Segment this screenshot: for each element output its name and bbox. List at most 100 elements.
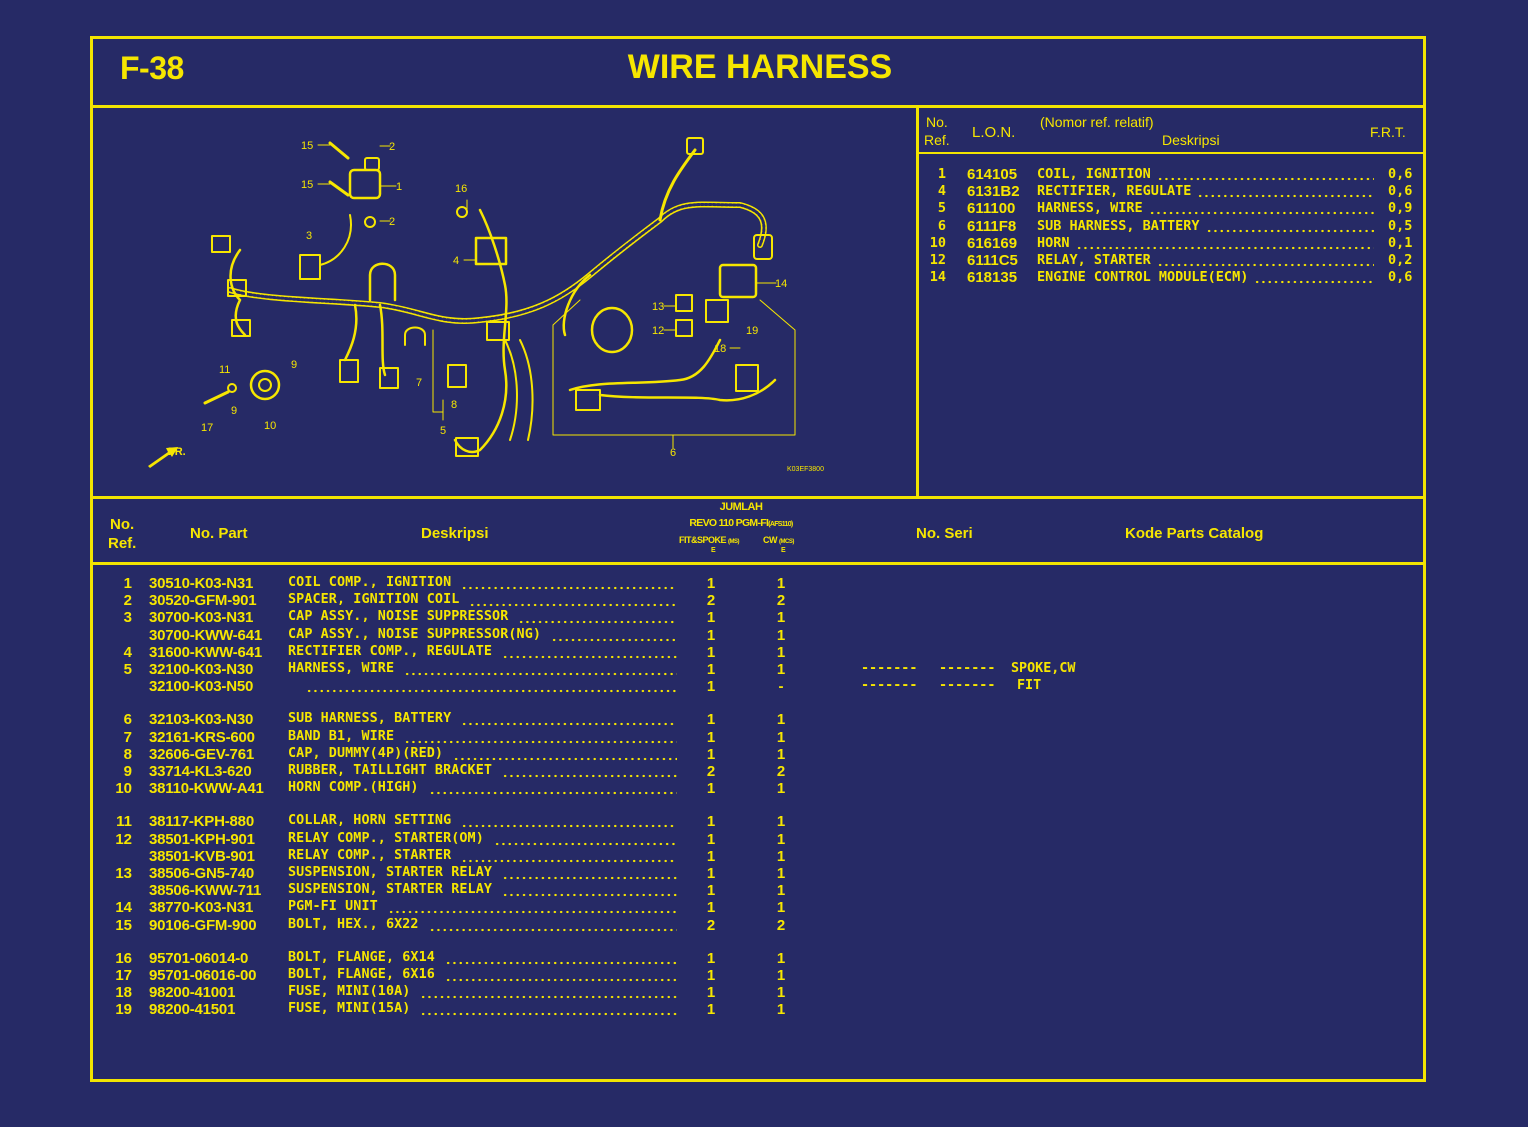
serial-from: ------- — [861, 661, 918, 676]
lon-frt: 0,6 — [1388, 269, 1413, 286]
part-desc: SPACER, IGNITION COIL — [288, 592, 460, 608]
part-desc: HARNESS, WIRE — [288, 661, 395, 676]
part-desc: RUBBER, TAILLIGHT BRACKET — [288, 763, 493, 778]
qty-fit-spoke: 1 — [706, 780, 716, 798]
part-desc: CAP ASSY., NOISE SUPPRESSOR(NG) — [288, 626, 542, 642]
dot-leader — [551, 626, 677, 643]
part-number: 38770-K03-N31 — [149, 899, 254, 917]
lon-frt: 0,9 — [1388, 200, 1413, 217]
part-number: 95701-06014-0 — [149, 949, 249, 967]
qty-cw: 1 — [776, 575, 786, 592]
lon-header-frt: F.R.T. — [1370, 124, 1406, 140]
part-desc: FUSE, MINI(10A) — [288, 984, 411, 1000]
callout-label: 12 — [652, 325, 664, 337]
part-desc-cell: BAND B1, WIRE — [288, 728, 677, 745]
part-ref: 6 — [123, 711, 132, 729]
dot-leader — [493, 830, 677, 847]
dot-leader — [518, 609, 677, 626]
dot-leader — [1075, 234, 1374, 251]
qty-fit-spoke: 1 — [706, 830, 716, 848]
callout-label: 9 — [291, 359, 297, 371]
part-desc: BAND B1, WIRE — [288, 728, 395, 744]
part-ref: 14 — [115, 899, 132, 917]
qty-cw: 1 — [776, 609, 786, 627]
part-number: 98200-41001 — [149, 984, 236, 1002]
dot-leader — [428, 780, 677, 797]
part-number: 90106-GFM-900 — [149, 916, 257, 934]
lon-row: 12 6111C5 RELAY, STARTER 0,2 — [920, 252, 1420, 269]
part-number: 30520-GFM-901 — [149, 592, 257, 610]
dot-leader — [444, 967, 677, 983]
callout-label: 3 — [306, 230, 312, 242]
lon-ref: 1 — [937, 166, 946, 182]
part-number: 38501-KVB-901 — [149, 847, 255, 865]
lon-desc-cell: HARNESS, WIRE — [1037, 200, 1374, 217]
part-desc-cell: COLLAR, HORN SETTING — [288, 813, 677, 830]
part-ref: 17 — [115, 967, 132, 984]
parts-header-ref: Ref. — [108, 535, 137, 552]
catalog-page-frame — [90, 36, 1426, 1082]
dot-leader — [1205, 217, 1374, 234]
dot-leader — [387, 899, 677, 916]
parts-row: 10 38110-KWW-A41 HORN COMP.(HIGH) 1 1 — [92, 780, 1418, 797]
callout-label: 2 — [389, 141, 395, 153]
lon-header-ref: Ref. — [924, 132, 950, 148]
lon-row: 14 618135 ENGINE CONTROL MODULE(ECM) 0,6 — [920, 269, 1420, 286]
part-desc: RECTIFIER COMP., REGULATE — [288, 643, 493, 659]
callout-label: 18 — [714, 343, 726, 355]
parts-row: 6 32103-K03-N30 SUB HARNESS, BATTERY 1 1 — [92, 711, 1418, 728]
lon-code: 6131B2 — [967, 183, 1020, 201]
qty-cw: 1 — [776, 830, 786, 848]
parts-header-catalog: Kode Parts Catalog — [1125, 525, 1264, 542]
divider — [916, 107, 919, 498]
lon-desc: SUB HARNESS, BATTERY — [1037, 217, 1200, 234]
callout-label: 15 — [301, 140, 313, 152]
part-ref: 12 — [115, 830, 132, 848]
part-desc-cell: SPACER, IGNITION COIL — [288, 592, 677, 609]
part-desc-cell — [306, 678, 677, 695]
qty-cw: 1 — [776, 661, 786, 678]
part-desc-cell: COIL COMP., IGNITION — [288, 575, 677, 591]
qty-cw: - — [778, 678, 784, 696]
callout-label: 10 — [264, 420, 276, 432]
parts-row: 18 98200-41001 FUSE, MINI(10A) 1 1 — [92, 984, 1418, 1001]
part-number: 38110-KWW-A41 — [149, 780, 264, 798]
qty-fit-spoke: 2 — [706, 763, 716, 780]
qty-fit-spoke: 2 — [706, 592, 716, 610]
qty-fit-spoke: 1 — [706, 711, 716, 729]
lon-desc-cell: ENGINE CONTROL MODULE(ECM) — [1037, 269, 1374, 286]
lon-ref: 10 — [929, 234, 946, 251]
parts-row: 30700-KWW-641 CAP ASSY., NOISE SUPPRESSO… — [92, 626, 1418, 644]
part-ref: 19 — [115, 1001, 132, 1019]
front-label: FR. — [168, 446, 186, 458]
part-desc: COLLAR, HORN SETTING — [288, 813, 452, 829]
parts-header-jumlah: JUMLAH — [719, 501, 763, 513]
catalog-code: FIT — [1017, 678, 1042, 694]
callout-label: 19 — [746, 325, 758, 337]
callout-label: 16 — [455, 183, 467, 195]
part-number: 31600-KWW-641 — [149, 643, 262, 661]
divider — [90, 105, 1426, 108]
part-desc: SUB HARNESS, BATTERY — [288, 711, 452, 727]
lon-desc-cell: HORN — [1037, 234, 1374, 251]
part-number: 95701-06016-00 — [149, 967, 257, 984]
part-number: 33714-KL3-620 — [149, 763, 252, 780]
part-ref: 5 — [123, 661, 132, 678]
part-number: 32606-GEV-761 — [149, 745, 254, 763]
callout-label: 15 — [301, 179, 313, 191]
qty-fit-spoke: 1 — [706, 661, 716, 678]
parts-row: 9 33714-KL3-620 RUBBER, TAILLIGHT BRACKE… — [92, 763, 1418, 780]
part-number: 32100-K03-N50 — [149, 678, 254, 696]
dot-leader — [1156, 166, 1374, 182]
part-ref: 7 — [123, 728, 132, 746]
lon-header-no: No. — [926, 114, 948, 130]
catalog-code: SPOKE,CW — [1011, 661, 1076, 676]
qty-fit-spoke: 1 — [706, 949, 716, 967]
parts-row: 32100-K03-N50 1 - ------- ------- FIT — [92, 678, 1418, 695]
dot-leader — [469, 592, 677, 609]
qty-cw: 1 — [776, 984, 786, 1002]
callout-label: 4 — [453, 255, 459, 267]
part-desc-cell: SUSPENSION, STARTER RELAY — [288, 882, 677, 899]
